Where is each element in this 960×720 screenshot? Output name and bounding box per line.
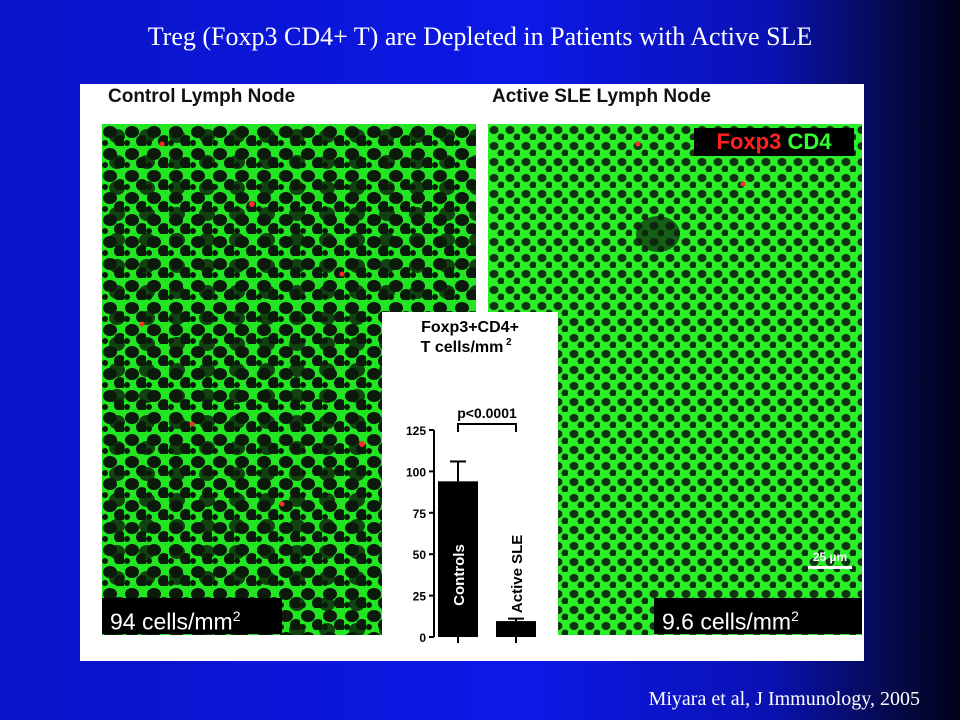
y-tick-label: 100 xyxy=(406,465,426,479)
bar-chart: Foxp3+CD4+ T cells/mm 2 0 25 50 75 100 125 Contro… xyxy=(406,319,536,645)
y-tick-label: 75 xyxy=(413,507,427,521)
control-count: 94 cells/mm2 xyxy=(102,598,282,635)
sle-panel-label: Active SLE Lymph Node xyxy=(492,86,711,107)
y-tick-label: 50 xyxy=(413,548,427,562)
sle-count: 9.6 cells/mm2 xyxy=(654,598,862,635)
sle-count-value: 9.6 cells/mm xyxy=(662,608,792,635)
citation: Miyara et al, J Immunology, 2005 xyxy=(648,688,920,710)
bar-controls xyxy=(438,481,478,637)
p-value-annotation: p<0.0001 xyxy=(457,405,517,421)
y-tick-label: 25 xyxy=(413,590,427,604)
category-label: Controls xyxy=(451,544,468,606)
control-count-sup: 2 xyxy=(232,608,241,624)
control-count-value: 94 cells/mm xyxy=(110,608,233,635)
sle-count-sup: 2 xyxy=(791,608,799,624)
legend-cd4: CD4 xyxy=(787,129,832,154)
category-label: Active SLE xyxy=(509,535,526,613)
bar-active-sle xyxy=(496,621,536,637)
scale-bar: 25 µm xyxy=(808,550,852,569)
stain-legend: Foxp3 CD4 xyxy=(694,128,854,156)
scale-bar-line xyxy=(808,566,852,569)
chart-title-sup: 2 xyxy=(506,337,512,348)
y-tick-label: 0 xyxy=(419,631,426,645)
figure-panel: Control Lymph Node Active SLE Lymph Node xyxy=(80,84,864,661)
y-tick-label: 125 xyxy=(406,424,426,438)
control-panel-label: Control Lymph Node xyxy=(108,86,296,107)
legend-foxp3: Foxp3 xyxy=(716,129,782,154)
significance-bracket xyxy=(457,423,517,432)
scale-bar-label: 25 µm xyxy=(812,550,848,564)
chart-title-line2: T cells/mm xyxy=(421,339,504,356)
slide-title: Treg (Foxp3 CD4+ T) are Depleted in Pati… xyxy=(147,22,813,51)
bar-chart-inset: Foxp3+CD4+ T cells/mm 2 0 25 50 75 100 125 Contro… xyxy=(382,312,558,661)
chart-title-line1: Foxp3+CD4+ xyxy=(421,319,519,336)
